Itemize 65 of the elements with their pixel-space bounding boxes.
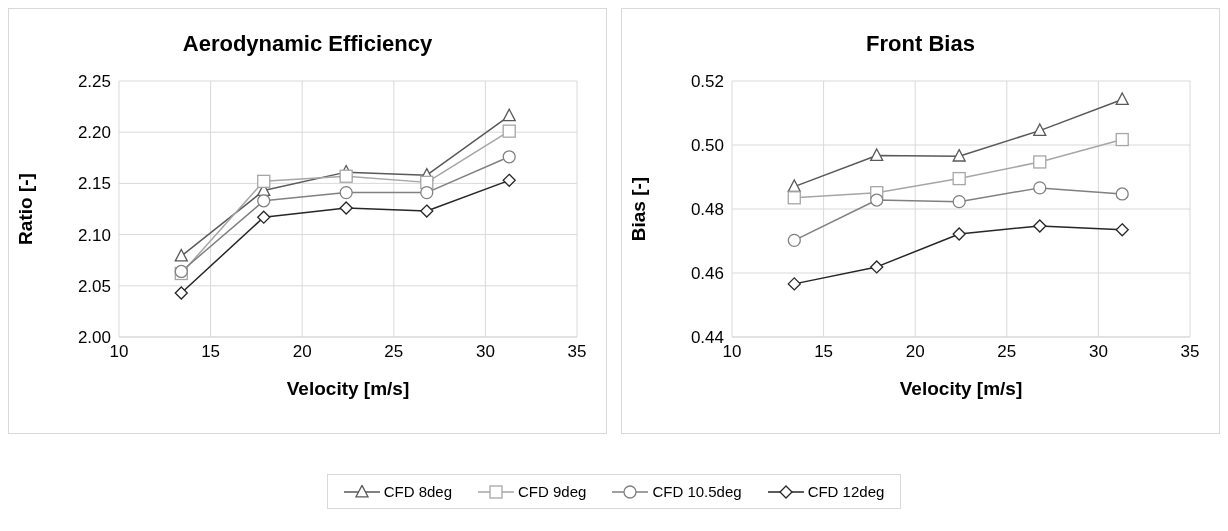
point xyxy=(1115,223,1129,237)
x-tick-label: 30 xyxy=(475,342,495,362)
point xyxy=(787,277,801,291)
point xyxy=(502,108,516,122)
point xyxy=(1033,181,1047,195)
y-tick-label: 2.15 xyxy=(77,174,111,194)
x-tick-label: 10 xyxy=(722,342,742,362)
x-axis-title: Velocity [m/s] xyxy=(899,378,1023,399)
y-tick-label: 2.00 xyxy=(77,328,111,348)
point xyxy=(174,286,188,300)
point xyxy=(502,150,516,164)
x-tick-label: 35 xyxy=(1180,342,1200,362)
y-tick-label: 0.48 xyxy=(690,200,724,220)
point xyxy=(952,148,966,162)
point xyxy=(502,173,516,187)
point xyxy=(1115,92,1129,106)
point xyxy=(787,191,801,205)
y-tick-label: 2.25 xyxy=(77,72,111,92)
chart-title: Front Bias xyxy=(865,31,976,57)
point xyxy=(787,233,801,248)
legend-label: CFD 12deg xyxy=(807,483,885,500)
y-axis-title: Bias [-] xyxy=(627,176,649,242)
point xyxy=(339,185,353,200)
legend-label: CFD 8deg xyxy=(383,483,453,500)
point xyxy=(1033,219,1047,233)
y-tick-label: 2.05 xyxy=(77,276,111,296)
chart-title: Aerodynamic Efficiency xyxy=(181,31,434,57)
point xyxy=(870,260,884,274)
point xyxy=(952,194,966,209)
x-tick-label: 35 xyxy=(567,342,587,362)
y-tick-label: 2.20 xyxy=(77,123,111,143)
y-tick-label: 0.44 xyxy=(690,328,724,348)
legend-label: CFD 9deg xyxy=(518,483,587,500)
y-tick-label: 0.46 xyxy=(690,264,724,284)
point xyxy=(420,185,434,200)
x-tick-label: 10 xyxy=(109,342,129,362)
x-tick-label: 15 xyxy=(201,342,221,362)
point xyxy=(870,148,884,162)
point xyxy=(339,169,353,183)
point xyxy=(1115,187,1129,201)
x-tick-label: 20 xyxy=(292,342,312,362)
x-tick-label: 30 xyxy=(1088,342,1108,362)
point xyxy=(339,201,353,215)
x-axis-title: Velocity [m/s] xyxy=(286,378,410,399)
point xyxy=(870,193,884,207)
point xyxy=(257,174,271,188)
point xyxy=(502,124,516,138)
legend-label: CFD 10.5deg xyxy=(652,483,742,500)
x-tick-label: 25 xyxy=(997,342,1017,362)
x-tick-label: 20 xyxy=(905,342,925,362)
y-axis-title: Ratio [-] xyxy=(14,173,36,245)
point xyxy=(952,227,966,241)
point xyxy=(257,194,271,208)
point xyxy=(1033,155,1047,169)
y-tick-label: 0.50 xyxy=(690,136,724,156)
point xyxy=(1115,132,1129,147)
x-tick-label: 15 xyxy=(814,342,834,362)
y-tick-label: 0.52 xyxy=(690,72,724,92)
point xyxy=(1033,123,1047,137)
x-tick-label: 25 xyxy=(384,342,404,362)
point xyxy=(952,171,966,186)
point xyxy=(174,248,188,262)
point xyxy=(420,204,434,218)
point xyxy=(257,210,271,224)
y-tick-label: 2.10 xyxy=(77,225,111,245)
